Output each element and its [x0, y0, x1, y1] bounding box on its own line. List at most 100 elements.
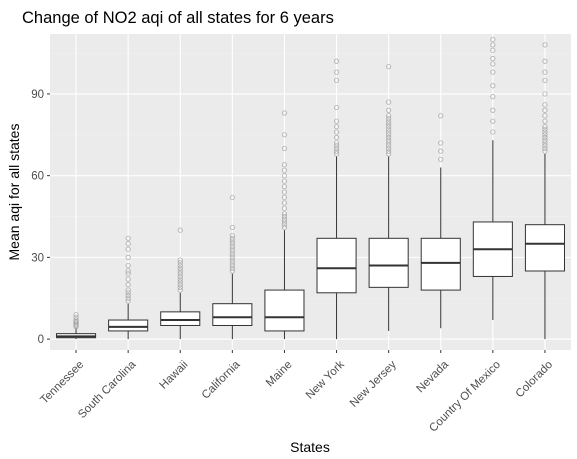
outlier-point: [281, 213, 288, 220]
box-group: [212, 194, 253, 340]
outlier-point: [281, 211, 288, 217]
outlier-point: [333, 77, 340, 83]
outlier-point: [177, 257, 183, 263]
outlier-point: [386, 148, 392, 154]
outlier-point: [542, 77, 548, 83]
outlier-point: [542, 132, 548, 138]
x-axis-title: States: [290, 439, 330, 455]
outlier-point: [542, 118, 548, 124]
outlier-point: [386, 107, 392, 113]
outlier-point: [386, 64, 392, 70]
outlier-point: [229, 257, 235, 263]
outlier-point: [125, 235, 131, 241]
outlier-point: [177, 284, 183, 290]
outlier-point: [177, 273, 183, 280]
outlier-point: [490, 47, 496, 53]
outlier-point: [386, 129, 392, 135]
y-tick-label: 30: [31, 252, 44, 264]
box-iqr: [108, 319, 149, 332]
outlier-point: [229, 232, 235, 239]
outlier-point: [281, 183, 288, 190]
outlier-point: [386, 134, 392, 141]
x-tick-label: Maine: [264, 359, 295, 390]
box-group: [420, 113, 461, 329]
outlier-point: [229, 238, 235, 244]
outlier-point: [281, 145, 288, 152]
outlier-point: [542, 69, 548, 75]
outlier-point: [125, 298, 131, 304]
x-tick-label: Nevada: [414, 358, 451, 395]
outlier-point: [125, 295, 131, 301]
outlier-point: [333, 134, 340, 141]
box-group: [316, 58, 357, 340]
x-tick-label: California: [200, 358, 243, 401]
outlier-point: [73, 317, 79, 323]
outlier-point: [386, 118, 392, 124]
y-tick-label: 60: [31, 171, 44, 183]
outlier-point: [333, 124, 340, 130]
outlier-point: [438, 148, 444, 154]
outlier-point: [542, 42, 548, 48]
outlier-point: [125, 287, 131, 293]
outlier-point: [490, 83, 496, 89]
box-group: [108, 235, 149, 340]
box-iqr: [160, 311, 201, 326]
box-group: [160, 227, 201, 340]
outlier-point: [229, 252, 235, 258]
outlier-point: [386, 132, 392, 138]
outlier-point: [229, 249, 235, 255]
outlier-point: [229, 241, 235, 247]
outlier-point: [542, 134, 548, 141]
outlier-point: [542, 124, 548, 130]
box-iqr: [212, 303, 253, 326]
outlier-point: [542, 126, 548, 132]
outlier-point: [125, 290, 131, 296]
outlier-point: [333, 148, 340, 154]
outlier-point: [542, 145, 548, 152]
outlier-point: [177, 276, 183, 282]
outlier-point: [229, 243, 235, 250]
outlier-point: [386, 137, 392, 143]
outlier-point: [125, 268, 131, 274]
x-tick-label: New York: [304, 359, 347, 402]
box-iqr: [420, 237, 461, 291]
outlier-point: [177, 265, 183, 271]
outlier-point: [490, 107, 496, 113]
outlier-point: [177, 279, 183, 285]
outlier-point: [438, 156, 444, 162]
outlier-point: [542, 140, 548, 146]
outlier-point: [177, 282, 183, 288]
outlier-point: [333, 151, 340, 157]
outlier-point: [229, 268, 235, 274]
outlier-point: [438, 140, 444, 146]
outlier-point: [542, 102, 548, 108]
outlier-point: [125, 254, 131, 260]
outlier-point: [125, 241, 131, 247]
outlier-point: [386, 99, 392, 105]
outlier-point: [229, 194, 235, 201]
outlier-point: [386, 145, 392, 152]
outlier-point: [229, 246, 235, 252]
box-group: [368, 64, 409, 331]
outlier-point: [333, 104, 340, 111]
outlier-point: [386, 143, 392, 149]
outlier-point: [386, 140, 392, 146]
outlier-point: [542, 129, 548, 135]
outlier-point: [281, 219, 288, 225]
outlier-point: [542, 107, 548, 113]
outlier-point: [542, 143, 548, 149]
outlier-point: [542, 137, 548, 143]
outlier-point: [177, 260, 183, 266]
outlier-point: [177, 227, 183, 233]
outlier-point: [125, 262, 131, 269]
outlier-point: [125, 271, 131, 277]
outlier-point: [281, 173, 288, 179]
outlier-point: [490, 36, 496, 43]
outlier-point: [490, 118, 496, 124]
box-group: [56, 311, 97, 340]
outlier-point: [229, 265, 235, 271]
outlier-point: [438, 113, 444, 119]
outlier-point: [281, 216, 288, 222]
